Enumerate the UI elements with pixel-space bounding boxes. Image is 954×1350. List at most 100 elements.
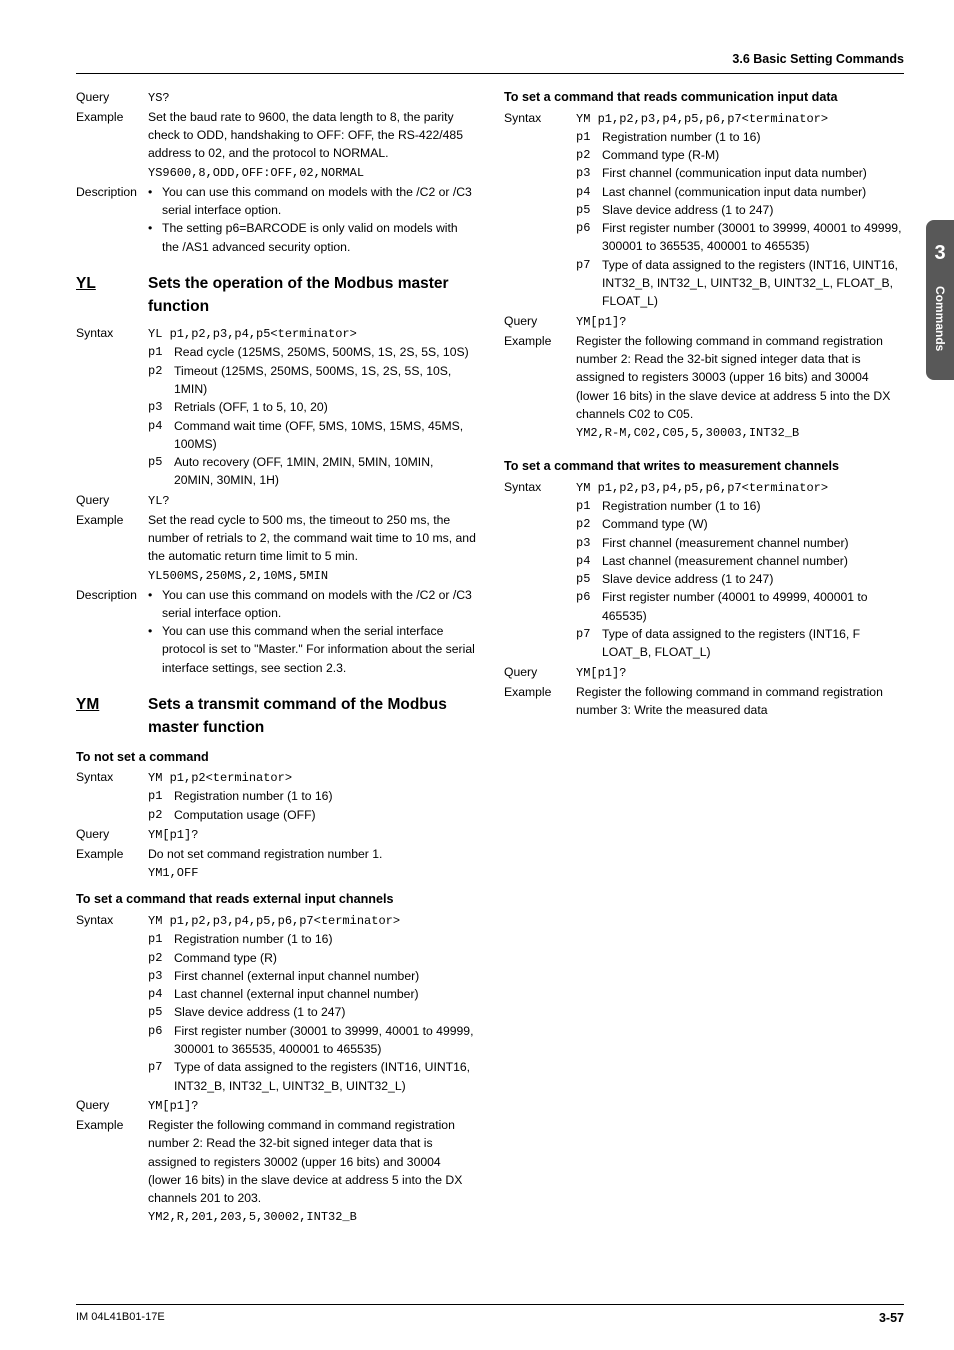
command-title: Sets a transmit command of the Modbus ma… (148, 693, 476, 740)
body-text: Register the following command in comman… (576, 334, 890, 421)
tab-label: Commands (931, 286, 949, 351)
param-code: p2 (148, 806, 174, 824)
param-code: p1 (148, 343, 174, 361)
body-text: Set the read cycle to 500 ms, the timeou… (148, 513, 476, 564)
param-code: p4 (148, 417, 174, 435)
body-text: First channel (external input channel nu… (174, 967, 476, 985)
body-text: Registration number (1 to 16) (174, 930, 476, 948)
code-text: YM[p1]? (576, 666, 626, 680)
body-text: Timeout (125MS, 250MS, 500MS, 1S, 2S, 5S… (174, 362, 476, 399)
code-text: YM[p1]? (148, 1099, 198, 1113)
body-text: Read cycle (125MS, 250MS, 500MS, 1S, 2S,… (174, 343, 476, 361)
body-text: Last channel (external input channel num… (174, 985, 476, 1003)
param-code: p5 (576, 201, 602, 219)
param-code: p4 (148, 985, 174, 1003)
body-text: Command type (R) (174, 949, 476, 967)
side-tab: 3 Commands (926, 220, 954, 380)
footer-page-number: 3-57 (879, 1309, 904, 1328)
code-text: YL500MS,250MS,2,10MS,5MIN (148, 569, 328, 583)
body-text: Registration number (1 to 16) (602, 497, 904, 515)
section-subhead: To set a command that reads communicatio… (504, 88, 904, 107)
param-code: p2 (576, 146, 602, 164)
code-text: YM1,OFF (148, 866, 198, 880)
command-abbr: YL (76, 272, 148, 295)
code-text: YS? (148, 91, 170, 105)
code-text: YM p1,p2,p3,p4,p5,p6,p7<terminator> (576, 481, 828, 495)
bullet: • (148, 219, 162, 237)
body-text: Last channel (measurement channel number… (602, 552, 904, 570)
footer-doc-id: IM 04L41B01-17E (76, 1309, 165, 1328)
body-text: First register number (30001 to 39999, 4… (174, 1022, 476, 1059)
param-code: p1 (148, 930, 174, 948)
body-text: You can use this command on models with … (162, 183, 476, 220)
command-abbr: YM (76, 693, 148, 716)
param-code: p1 (576, 497, 602, 515)
code-text: YM p1,p2<terminator> (148, 771, 292, 785)
body-text: Computation usage (OFF) (174, 806, 476, 824)
field-label: Syntax (76, 324, 148, 342)
body-text: Command type (W) (602, 515, 904, 533)
param-code: p5 (576, 570, 602, 588)
param-code: p6 (148, 1022, 174, 1040)
body-text: First channel (communication input data … (602, 164, 904, 182)
body-text: Slave device address (1 to 247) (174, 1003, 476, 1021)
body-text: First register number (40001 to 49999, 4… (602, 588, 904, 625)
field-label: Description (76, 183, 148, 201)
field-label: Example (76, 511, 148, 529)
command-title: Sets the operation of the Modbus master … (148, 272, 476, 319)
section-subhead: To set a command that reads external inp… (76, 890, 476, 909)
bullet: • (148, 622, 162, 640)
body-text: Slave device address (1 to 247) (602, 570, 904, 588)
code-text: YM p1,p2,p3,p4,p5,p6,p7<terminator> (148, 914, 400, 928)
param-code: p3 (148, 967, 174, 985)
body-text: Type of data assigned to the registers (… (602, 625, 904, 662)
field-label: Syntax (504, 478, 576, 496)
body-text: Slave device address (1 to 247) (602, 201, 904, 219)
field-label: Query (76, 491, 148, 509)
running-header: 3.6 Basic Setting Commands (76, 50, 904, 74)
param-code: p1 (576, 128, 602, 146)
param-code: p4 (576, 183, 602, 201)
bullet: • (148, 183, 162, 201)
param-code: p7 (148, 1058, 174, 1076)
body-text: Retrials (OFF, 1 to 5, 10, 20) (174, 398, 476, 416)
code-text: YM2,R-M,C02,C05,5,30003,INT32_B (576, 426, 799, 440)
code-text: YM[p1]? (148, 828, 198, 842)
code-text: YL? (148, 494, 170, 508)
code-text: YM2,R,201,203,5,30002,INT32_B (148, 1210, 357, 1224)
body-text: Command type (R-M) (602, 146, 904, 164)
body-text: You can use this command on models with … (162, 586, 476, 623)
param-code: p5 (148, 1003, 174, 1021)
body-text: First register number (30001 to 39999, 4… (602, 219, 904, 256)
field-label: Syntax (76, 911, 148, 929)
body-text: The setting p6=BARCODE is only valid on … (162, 219, 476, 256)
param-code: p3 (148, 398, 174, 416)
param-code: p5 (148, 453, 174, 471)
body-text: Type of data assigned to the registers (… (602, 256, 904, 311)
body-text: Registration number (1 to 16) (602, 128, 904, 146)
body-text: Type of data assigned to the registers (… (174, 1058, 476, 1095)
field-label: Query (76, 1096, 148, 1114)
body-text: Set the baud rate to 9600, the data leng… (148, 110, 463, 161)
code-text: YL p1,p2,p3,p4,p5<terminator> (148, 327, 357, 341)
body-text: Last channel (communication input data n… (602, 183, 904, 201)
param-code: p2 (148, 949, 174, 967)
field-label: Example (76, 1116, 148, 1134)
field-label: Example (504, 683, 576, 701)
field-label: Example (76, 108, 148, 126)
param-code: p2 (576, 515, 602, 533)
param-code: p3 (576, 164, 602, 182)
param-code: p4 (576, 552, 602, 570)
section-subhead: To not set a command (76, 748, 476, 767)
code-text: YM[p1]? (576, 315, 626, 329)
param-code: p7 (576, 625, 602, 643)
bullet: • (148, 586, 162, 604)
param-code: p1 (148, 787, 174, 805)
body-text: First channel (measurement channel numbe… (602, 534, 904, 552)
field-label: Example (504, 332, 576, 350)
code-text: YM p1,p2,p3,p4,p5,p6,p7<terminator> (576, 112, 828, 126)
field-label: Syntax (504, 109, 576, 127)
field-label: Query (76, 825, 148, 843)
body-text: Register the following command in comman… (148, 1118, 462, 1205)
param-code: p6 (576, 588, 602, 606)
